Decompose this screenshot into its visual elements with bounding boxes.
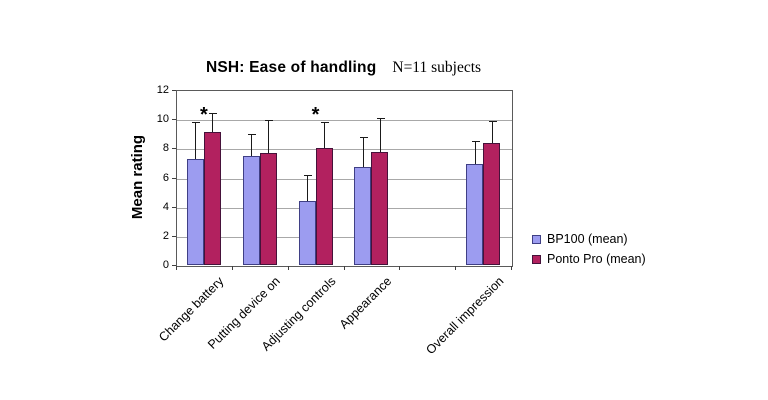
gridline-y-6 (177, 178, 512, 180)
error-bar-cap (488, 120, 497, 122)
error-bar-cap (471, 141, 480, 143)
error-bar-line (324, 122, 326, 148)
error-bar-cap (321, 122, 330, 124)
category-label-3: Appearance (336, 274, 395, 332)
significance-asterisk-0: * (200, 104, 208, 127)
x-tick-5 (455, 266, 456, 270)
chart-title: NSH: Ease of handling N=11 subjects (136, 59, 551, 77)
significance-asterisk-1: * (311, 104, 320, 127)
error-bar-line (379, 118, 381, 152)
y-tick-2 (172, 235, 176, 237)
error-bar-cap (359, 136, 368, 138)
bar-bp100-cat1 (242, 156, 260, 265)
x-tick-6 (511, 266, 512, 270)
y-tick-label-6: 6 (162, 171, 169, 184)
error-bar-cap (248, 133, 257, 135)
error-bar-line (195, 122, 197, 159)
x-tick-0 (176, 266, 177, 270)
gridline-y-10 (177, 120, 512, 122)
legend-label: Ponto Pro (mean) (547, 252, 646, 266)
bar-ponto-pro-cat5 (483, 142, 501, 265)
chart-subtitle: N=11 subjects (392, 59, 482, 76)
x-tick-4 (399, 266, 400, 270)
legend-swatch-icon (532, 254, 541, 264)
y-tick-0 (172, 265, 176, 266)
error-bar-cap (209, 113, 218, 115)
bar-bp100-cat0 (186, 158, 204, 265)
chart-title-main: NSH: Ease of handling (205, 59, 377, 76)
y-tick-label-10: 10 (156, 113, 169, 126)
y-tick-label-8: 8 (162, 142, 169, 155)
legend-item-ponto-pro: Ponto Pro (mean) (532, 249, 646, 269)
bar-ponto-pro-cat1 (259, 152, 277, 265)
legend: BP100 (mean) Ponto Pro (mean) (532, 229, 646, 269)
error-bar-line (491, 120, 493, 143)
bar-ponto-pro-cat2 (315, 147, 333, 265)
bar-ponto-pro-cat0 (203, 132, 221, 265)
legend-label: BP100 (mean) (547, 232, 628, 246)
x-tick-1 (232, 266, 233, 270)
category-label-5: Overall impression (422, 274, 506, 358)
gridline-y-8 (177, 149, 512, 151)
bar-bp100-cat5 (466, 164, 484, 265)
y-tick-label-12: 12 (156, 84, 169, 96)
gridline-y-4 (177, 207, 512, 209)
error-bar-cap (376, 118, 385, 120)
y-tick-8 (172, 148, 176, 150)
error-bar-line (251, 133, 253, 157)
bar-bp100-cat2 (298, 200, 316, 265)
error-bar-cap (192, 122, 201, 124)
y-tick-10 (172, 119, 176, 121)
error-bar-line (362, 136, 364, 167)
bar-bp100-cat3 (354, 166, 372, 265)
y-tick-4 (172, 206, 176, 208)
y-tick-label-0: 0 (162, 259, 169, 271)
gridline-y-2 (177, 236, 512, 238)
y-tick-label-2: 2 (162, 229, 169, 242)
y-tick-label-4: 4 (162, 200, 169, 213)
x-tick-2 (288, 266, 289, 270)
x-tick-3 (344, 266, 345, 270)
y-tick-12 (172, 90, 176, 91)
plot-area (176, 90, 513, 267)
legend-swatch-icon (532, 234, 541, 244)
error-bar-cap (265, 119, 274, 121)
error-bar-line (268, 119, 270, 153)
bar-ponto-pro-cat3 (371, 151, 389, 265)
legend-item-bp100: BP100 (mean) (532, 229, 646, 249)
error-bar-line (307, 174, 309, 201)
error-bar-line (212, 113, 214, 133)
y-tick-6 (172, 177, 176, 179)
error-bar-line (474, 141, 476, 165)
error-bar-cap (304, 174, 313, 176)
